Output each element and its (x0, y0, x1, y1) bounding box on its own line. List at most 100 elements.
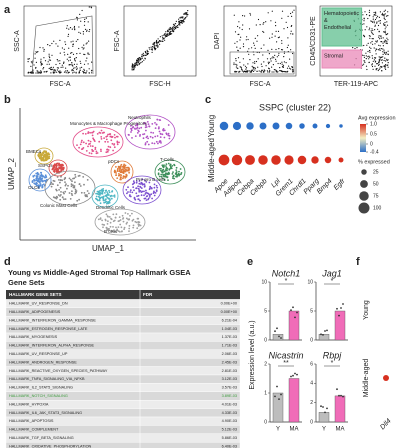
event-dot (84, 18, 86, 20)
event-dot (379, 67, 381, 69)
cell-dot (111, 136, 113, 139)
event-dot (66, 58, 68, 60)
cell-dot (61, 196, 64, 199)
cell-dot (165, 133, 168, 136)
event-dot (235, 71, 237, 73)
event-dot (246, 71, 248, 73)
cell-dot (137, 225, 140, 227)
colorbar-tick-label: 0 (370, 141, 373, 147)
event-dot (243, 64, 245, 66)
event-dot (78, 72, 80, 74)
event-dot (180, 17, 182, 19)
event-dot (181, 20, 183, 22)
event-dot (277, 71, 279, 73)
event-dot (363, 54, 365, 57)
event-dot (153, 43, 156, 45)
event-dot (376, 40, 378, 42)
cell-dot (96, 192, 99, 195)
cell-dot (87, 131, 90, 133)
event-dot (161, 35, 163, 37)
cluster (31, 171, 48, 189)
cell-dot (138, 190, 141, 193)
cell-dot (121, 214, 124, 217)
cell-dot (32, 175, 35, 177)
cell-dot (178, 174, 180, 177)
cell-dot (146, 192, 149, 195)
cell-dot (107, 215, 109, 218)
event-dot (169, 28, 171, 30)
event-dot (380, 35, 382, 37)
event-dot (262, 23, 264, 25)
cell-dot (138, 182, 141, 185)
event-dot (261, 65, 263, 68)
event-dot (54, 71, 56, 73)
cell-dot (118, 170, 121, 173)
event-dot (147, 51, 149, 53)
table-cell: 3.57E-03 (222, 386, 237, 390)
event-dot (135, 64, 137, 66)
event-dot (281, 49, 283, 51)
cell-dot (83, 192, 86, 194)
event-dot (71, 68, 73, 71)
cell-dot (129, 191, 132, 193)
event-dot (252, 62, 254, 64)
event-dot (68, 47, 70, 49)
cell-dot (112, 226, 114, 228)
cluster-outline (110, 160, 134, 184)
cell-dot (79, 143, 82, 146)
event-dot (283, 61, 285, 63)
cell-dot (161, 171, 164, 174)
x-axis-label: FSC-A (50, 81, 71, 88)
cell-dot (173, 164, 176, 167)
expression-dot (258, 155, 268, 165)
event-dot (383, 14, 385, 16)
sig-label: ** (283, 360, 289, 367)
scatter-cloud (352, 9, 389, 72)
bar (334, 395, 346, 423)
event-dot (81, 46, 83, 49)
event-dot (368, 61, 370, 64)
sample-dot (276, 385, 278, 388)
cell-dot (162, 177, 164, 180)
event-dot (368, 55, 370, 57)
cell-dot (104, 218, 107, 221)
event-dot (174, 27, 176, 29)
expression-dot (311, 156, 319, 164)
cluster-outline (34, 147, 54, 165)
y-tick-label: 10 (307, 279, 313, 285)
event-dot (44, 71, 46, 73)
cell-dot (42, 157, 45, 159)
event-dot (374, 29, 376, 31)
cell-dot (176, 175, 178, 178)
cell-dot (35, 179, 38, 182)
event-dot (286, 71, 288, 73)
cell-dot (131, 212, 133, 215)
gene-label: Lpl (270, 177, 282, 189)
event-dot (269, 58, 272, 60)
event-dot (169, 33, 171, 35)
event-dot (379, 11, 381, 13)
table-cell: 5.12E-03 (222, 428, 237, 432)
event-dot (363, 17, 365, 19)
event-dot (251, 69, 253, 71)
cell-dot (142, 133, 144, 136)
cell-dot (105, 200, 108, 203)
event-dot (372, 38, 374, 40)
expression-dot (232, 121, 242, 131)
event-dot (71, 28, 73, 30)
cluster (51, 162, 65, 174)
cell-dot (87, 139, 90, 142)
event-dot (363, 35, 365, 37)
event-dot (156, 39, 158, 42)
event-dot (384, 9, 386, 11)
event-dot (286, 26, 289, 29)
table-cell: HALLMARK_INTERFERON_GAMMA_RESPONSE (9, 318, 96, 322)
cell-dot (112, 213, 115, 216)
event-dot (74, 58, 76, 60)
event-dot (373, 20, 375, 22)
table-header-cell: FDR (143, 292, 153, 297)
event-dot (239, 70, 241, 72)
event-dot (379, 20, 381, 22)
cell-dot (149, 135, 152, 138)
y-axis-label: DAPI (214, 33, 221, 49)
